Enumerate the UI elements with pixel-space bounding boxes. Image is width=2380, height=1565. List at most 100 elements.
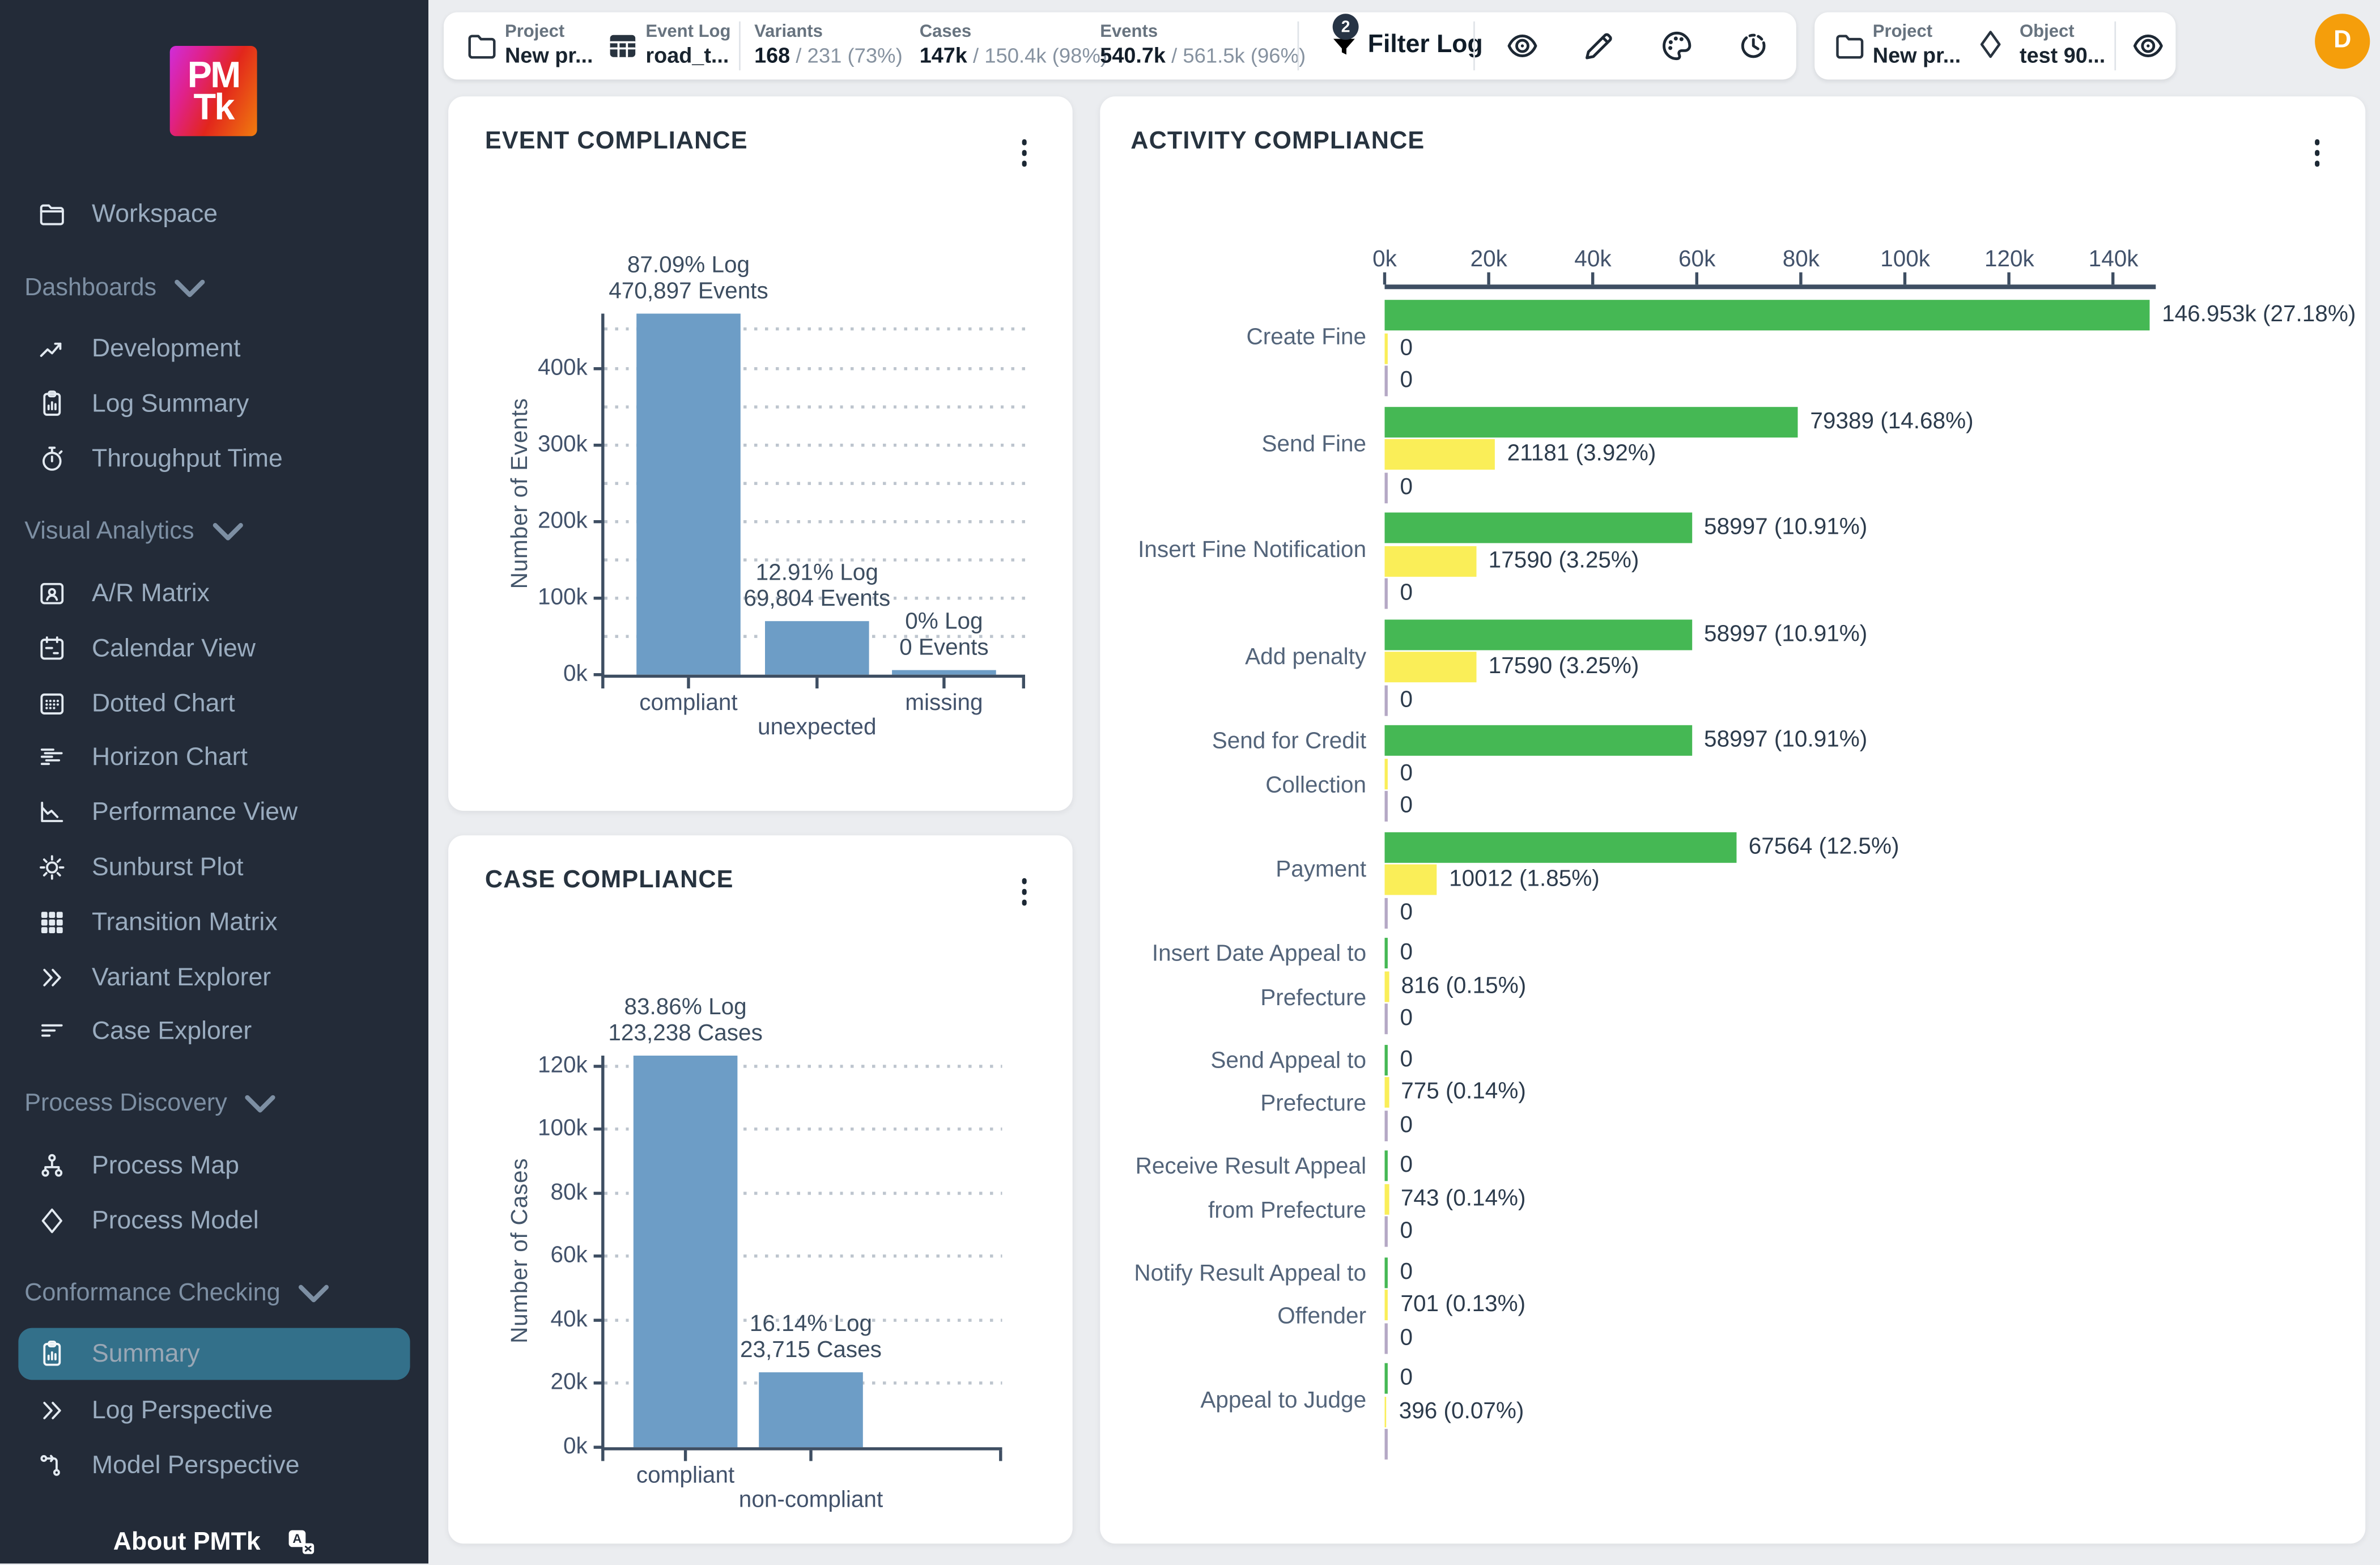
about-pmtk-button[interactable]: About PMTk A bbox=[0, 1523, 428, 1565]
label-line: Notify Result Appeal to bbox=[1112, 1252, 1366, 1296]
object-project-selector[interactable]: Project New pr... bbox=[1873, 23, 1961, 69]
sidebar-item-transition-matrix[interactable]: Transition Matrix bbox=[0, 900, 428, 946]
bar[interactable] bbox=[1385, 1257, 1388, 1287]
sidebar-item-process-map[interactable]: Process Map bbox=[0, 1143, 428, 1189]
sidebar-item-calendar-view[interactable]: Calendar View bbox=[0, 626, 428, 671]
bar[interactable] bbox=[1385, 1183, 1389, 1214]
bar[interactable] bbox=[1385, 1217, 1388, 1247]
palette-button[interactable] bbox=[1659, 28, 1695, 65]
bar-value-label: 816 (0.15%) bbox=[1401, 972, 1527, 1000]
bar[interactable] bbox=[1385, 684, 1388, 715]
bar[interactable] bbox=[1385, 831, 1737, 862]
bar[interactable] bbox=[1385, 333, 1388, 363]
sidebar-item-log-summary[interactable]: Log Summary bbox=[0, 381, 428, 427]
label-line: Collection bbox=[1112, 764, 1366, 808]
section-visual-analytics[interactable]: Visual Analytics bbox=[24, 513, 248, 552]
bar[interactable] bbox=[1385, 1110, 1388, 1141]
grid-matrix-icon bbox=[37, 907, 67, 938]
bar[interactable] bbox=[1385, 1290, 1388, 1320]
bar[interactable] bbox=[1385, 791, 1388, 822]
x-axis-line bbox=[1385, 284, 2156, 288]
filter-log-button[interactable]: 2 Filter Log bbox=[1325, 12, 1470, 80]
bar[interactable] bbox=[1385, 1150, 1388, 1181]
object-label: Object bbox=[2020, 23, 2105, 43]
sidebar-item-label: Case Explorer bbox=[92, 1017, 252, 1045]
bar[interactable] bbox=[1385, 725, 1692, 756]
sidebar-item-label: Model Perspective bbox=[92, 1451, 299, 1480]
bar[interactable] bbox=[1385, 513, 1692, 543]
label-line: from Prefecture bbox=[1112, 1189, 1366, 1233]
bar-value-label: 0 bbox=[1400, 367, 1413, 395]
sidebar-item-model-perspective[interactable]: Model Perspective bbox=[0, 1443, 428, 1489]
bar[interactable] bbox=[1385, 406, 1798, 437]
bar-value-label: 0 bbox=[1400, 1152, 1413, 1180]
bar[interactable] bbox=[634, 1056, 738, 1447]
y-axis-line bbox=[601, 314, 604, 689]
stat-variants: Variants 168 / 231 (73%) bbox=[754, 23, 903, 69]
section-conformance-checking[interactable]: Conformance Checking bbox=[24, 1274, 334, 1314]
project-selector[interactable]: Project New pr... bbox=[505, 23, 593, 69]
sidebar-item-log-perspective[interactable]: Log Perspective bbox=[0, 1388, 428, 1434]
chevrons-right-icon bbox=[37, 962, 67, 993]
history-clock-button[interactable] bbox=[1735, 28, 1772, 65]
bar[interactable] bbox=[1385, 971, 1389, 1001]
sidebar-item-development[interactable]: Development bbox=[0, 326, 428, 372]
sidebar-item-horizon-chart[interactable]: Horizon Chart bbox=[0, 734, 428, 780]
bar[interactable] bbox=[636, 314, 741, 675]
bar[interactable] bbox=[1385, 652, 1477, 682]
bar[interactable] bbox=[1385, 579, 1388, 609]
eye-button[interactable] bbox=[2130, 28, 2166, 65]
x-tick-mark bbox=[687, 678, 690, 688]
section-label: Process Discovery bbox=[24, 1091, 227, 1119]
bar[interactable] bbox=[1385, 898, 1388, 928]
org-tree-icon bbox=[37, 1150, 67, 1181]
pmtk-logo[interactable]: PM Tk bbox=[170, 46, 257, 136]
bar[interactable] bbox=[1385, 1003, 1388, 1034]
bar-value-label: 17590 (3.25%) bbox=[1489, 547, 1639, 575]
bar[interactable] bbox=[1385, 300, 2150, 330]
sidebar-item-summary-selected[interactable]: Summary bbox=[18, 1328, 410, 1380]
bar[interactable] bbox=[1385, 938, 1388, 968]
bar[interactable] bbox=[1385, 546, 1477, 576]
sidebar-item-case-explorer[interactable]: Case Explorer bbox=[0, 1008, 428, 1054]
bar[interactable] bbox=[1385, 1077, 1389, 1108]
bar[interactable] bbox=[1385, 865, 1437, 895]
bar[interactable] bbox=[1385, 1396, 1387, 1427]
sidebar-item-process-model[interactable]: Process Model bbox=[0, 1198, 428, 1244]
bar[interactable] bbox=[1385, 619, 1692, 649]
bar[interactable] bbox=[1385, 472, 1388, 503]
eye-button[interactable] bbox=[1504, 28, 1541, 65]
annotation-line: 12.91% Log bbox=[679, 560, 955, 586]
sidebar-item-performance-view[interactable]: Performance View bbox=[0, 789, 428, 835]
user-avatar[interactable]: D bbox=[2315, 14, 2370, 69]
bar[interactable] bbox=[1385, 1363, 1388, 1394]
dotted-grid-icon bbox=[37, 688, 67, 719]
bar[interactable] bbox=[1385, 365, 1388, 396]
bar[interactable] bbox=[1385, 1322, 1388, 1353]
section-process-discovery[interactable]: Process Discovery bbox=[24, 1085, 280, 1124]
x-tick-label: 60k bbox=[1651, 246, 1743, 273]
sidebar-item-ar-matrix[interactable]: A/R Matrix bbox=[0, 571, 428, 616]
section-dashboards[interactable]: Dashboards bbox=[24, 269, 210, 309]
bar[interactable] bbox=[1385, 439, 1495, 470]
bar[interactable] bbox=[759, 1372, 863, 1447]
bar[interactable] bbox=[892, 670, 996, 675]
sidebar-item-dotted-chart[interactable]: Dotted Chart bbox=[0, 681, 428, 727]
sidebar-item-workspace[interactable]: Workspace bbox=[0, 192, 428, 237]
diamond-icon bbox=[37, 1206, 67, 1236]
bar[interactable] bbox=[1385, 1044, 1388, 1075]
bar-value-label: 0 bbox=[1400, 1258, 1413, 1286]
sidebar-item-throughput-time[interactable]: Throughput Time bbox=[0, 436, 428, 482]
bar[interactable] bbox=[1385, 1429, 1388, 1460]
label-line: Offender bbox=[1112, 1296, 1366, 1339]
bar[interactable] bbox=[1385, 758, 1388, 789]
x-category-label: compliant bbox=[566, 690, 811, 716]
pencil-button[interactable] bbox=[1580, 28, 1617, 65]
chevron-down-icon bbox=[241, 1085, 280, 1124]
sidebar-item-sunburst-plot[interactable]: Sunburst Plot bbox=[0, 844, 428, 890]
label-line: Send Appeal to bbox=[1112, 1040, 1366, 1083]
object-selector[interactable]: Object test 90... bbox=[2020, 23, 2105, 69]
sidebar-item-variant-explorer[interactable]: Variant Explorer bbox=[0, 955, 428, 1001]
event-log-selector[interactable]: Event Log road_t... bbox=[645, 23, 730, 69]
